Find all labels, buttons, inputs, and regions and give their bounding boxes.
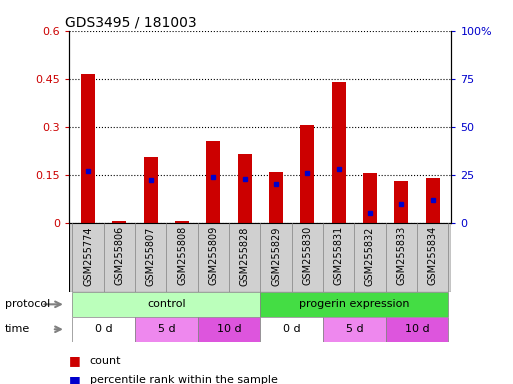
- Bar: [135, 317, 198, 342]
- Bar: [363, 173, 377, 223]
- Text: GSM255807: GSM255807: [146, 226, 156, 286]
- Text: 5 d: 5 d: [346, 324, 363, 334]
- Text: 10 d: 10 d: [216, 324, 241, 334]
- Bar: [238, 154, 252, 223]
- Text: control: control: [147, 299, 186, 310]
- Bar: [300, 125, 314, 223]
- Bar: [323, 317, 386, 342]
- Text: GSM255832: GSM255832: [365, 226, 375, 286]
- Bar: [331, 82, 346, 223]
- Bar: [81, 74, 95, 223]
- Text: GDS3495 / 181003: GDS3495 / 181003: [66, 16, 197, 30]
- Bar: [386, 317, 448, 342]
- Text: ■: ■: [69, 374, 81, 384]
- Text: 10 d: 10 d: [405, 324, 429, 334]
- Text: GSM255830: GSM255830: [302, 226, 312, 285]
- Text: percentile rank within the sample: percentile rank within the sample: [90, 375, 278, 384]
- Text: protocol: protocol: [5, 299, 50, 310]
- Bar: [394, 181, 408, 223]
- Text: time: time: [5, 324, 30, 334]
- Text: progerin expression: progerin expression: [299, 299, 409, 310]
- Bar: [198, 317, 261, 342]
- Bar: [426, 178, 440, 223]
- Text: GSM255774: GSM255774: [83, 226, 93, 286]
- Bar: [112, 221, 126, 223]
- Text: count: count: [90, 356, 121, 366]
- Bar: [69, 223, 451, 292]
- Bar: [72, 292, 261, 317]
- Text: GSM255834: GSM255834: [428, 226, 438, 285]
- Text: 0 d: 0 d: [283, 324, 301, 334]
- Text: GSM255809: GSM255809: [208, 226, 219, 285]
- Bar: [269, 172, 283, 223]
- Bar: [175, 221, 189, 223]
- Bar: [144, 157, 158, 223]
- Text: GSM255806: GSM255806: [114, 226, 124, 285]
- Text: GSM255831: GSM255831: [333, 226, 344, 285]
- Text: 0 d: 0 d: [95, 324, 112, 334]
- Text: GSM255828: GSM255828: [240, 226, 250, 286]
- Text: GSM255808: GSM255808: [177, 226, 187, 285]
- Text: GSM255829: GSM255829: [271, 226, 281, 286]
- Bar: [261, 317, 323, 342]
- Text: 5 d: 5 d: [157, 324, 175, 334]
- Bar: [206, 141, 221, 223]
- Text: GSM255833: GSM255833: [397, 226, 406, 285]
- Text: ■: ■: [69, 354, 81, 367]
- Bar: [261, 292, 448, 317]
- Bar: [72, 317, 135, 342]
